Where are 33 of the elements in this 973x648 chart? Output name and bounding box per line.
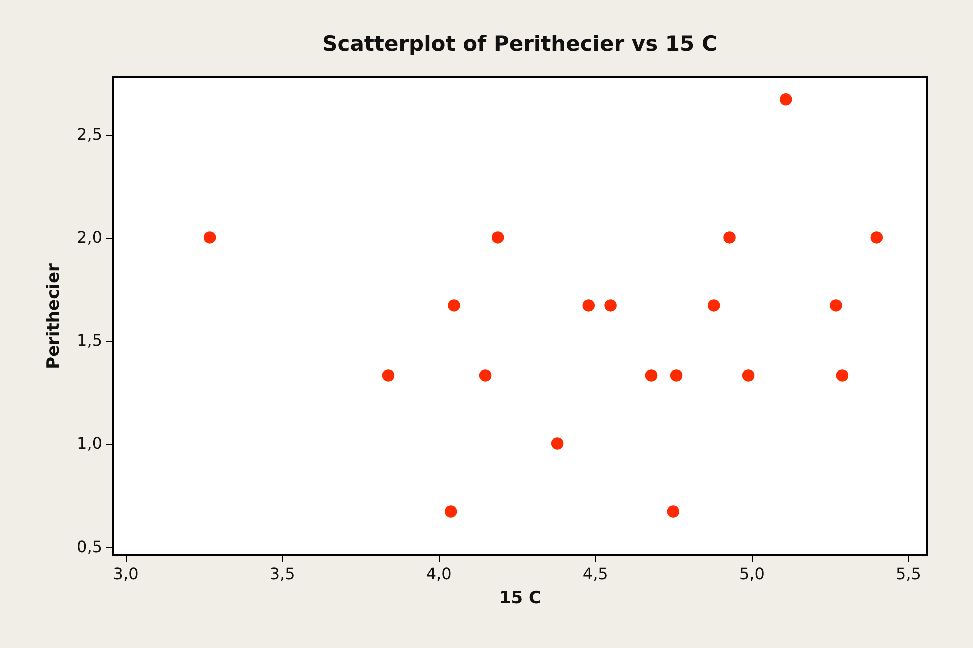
point: [742, 370, 755, 382]
point: [445, 506, 458, 518]
x-tick-label: 4,0: [426, 564, 452, 584]
point: [604, 300, 617, 312]
x-tick-label: 3,5: [270, 564, 296, 584]
point: [551, 438, 564, 450]
y-tick-label: 1,5: [77, 331, 102, 350]
x-tick-label: 5,0: [739, 564, 765, 584]
point: [667, 506, 680, 518]
point: [204, 232, 216, 244]
point: [479, 370, 492, 382]
point: [645, 370, 658, 382]
y-tick-label: 2,0: [77, 228, 102, 248]
point: [448, 300, 460, 312]
y-tick-label: 0,5: [77, 537, 102, 556]
x-tick-label: 4,5: [582, 564, 608, 584]
point: [382, 370, 395, 382]
y-tick-label: 1,0: [77, 434, 102, 454]
chart-title: Scatterplot of Perithecier vs 15 C: [322, 32, 718, 56]
x-tick-label: 3,0: [113, 564, 139, 584]
y-axis-title: Perithecier: [44, 263, 64, 370]
point: [870, 232, 884, 244]
point: [492, 232, 504, 244]
point: [830, 300, 842, 312]
point: [582, 300, 595, 312]
point: [670, 370, 683, 382]
point: [708, 300, 720, 312]
point: [780, 94, 792, 106]
point: [724, 232, 736, 244]
x-tick-label: 5,5: [896, 564, 922, 584]
y-tick-label: 2,5: [77, 125, 102, 144]
x-axis-title: 15 C: [499, 588, 542, 608]
point: [836, 370, 849, 382]
